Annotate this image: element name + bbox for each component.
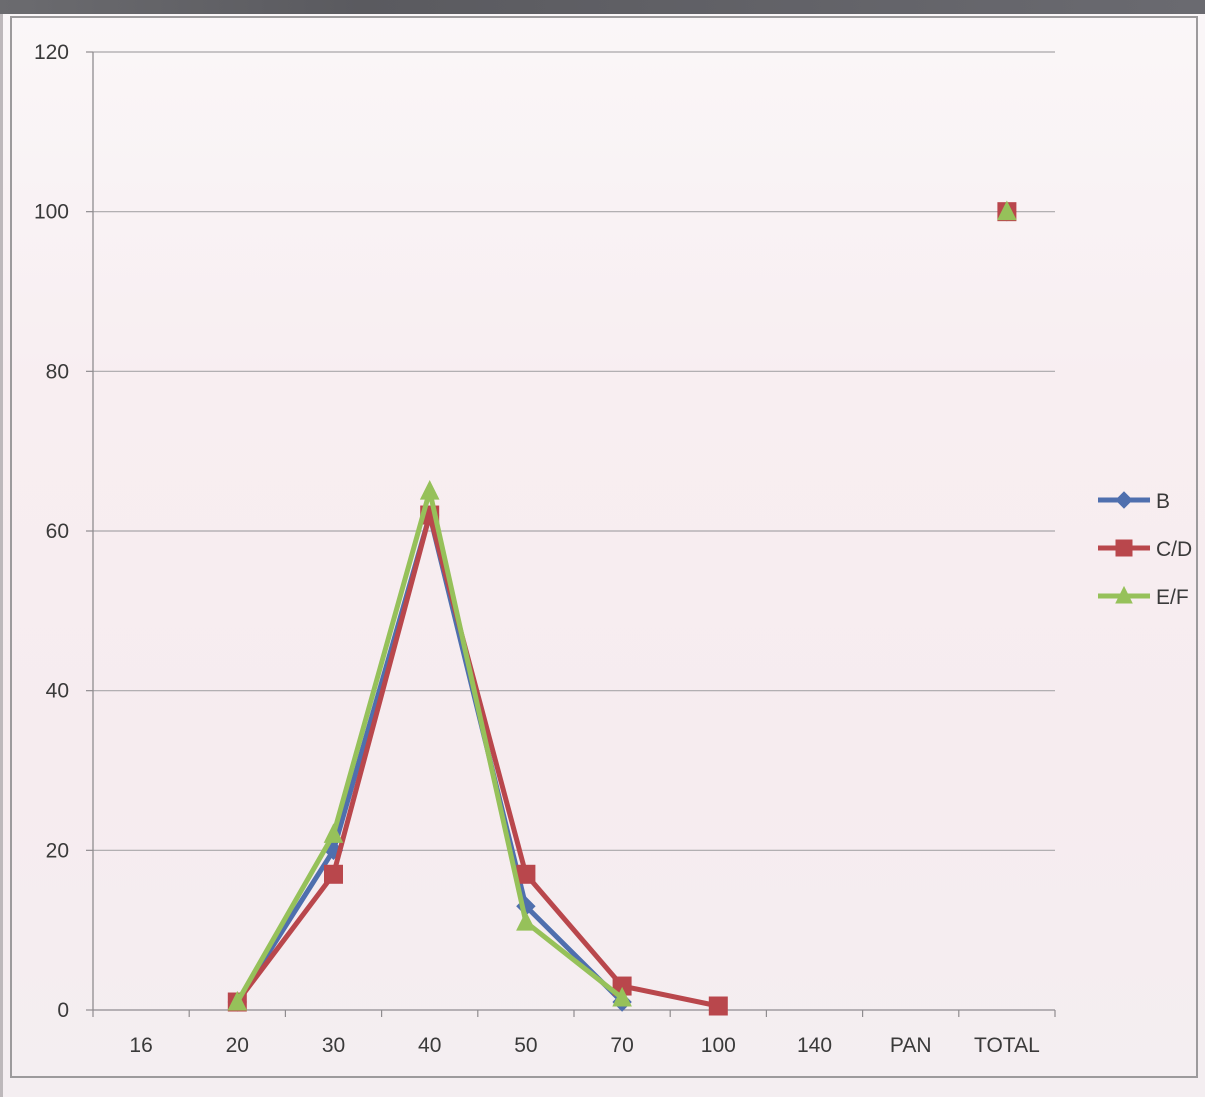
x-tick-label: 40 [418,1034,441,1057]
scan-top-edge [0,0,1205,14]
scan-left-edge [0,14,3,1097]
chart-frame [10,16,1198,1078]
legend-item: B [1098,490,1170,513]
x-axis-tick-labels: 16 20 30 40 50 70 100 140 PAN TOTAL [129,1034,1039,1057]
data-point [419,479,440,500]
legend-item: C/D [1098,538,1192,561]
data-point [324,864,343,884]
axes [86,51,1056,1017]
data-point [323,823,344,843]
y-tick-label: 80 [46,360,69,383]
x-tick-label: 20 [226,1034,249,1057]
y-tick-label: 100 [34,201,69,224]
legend-item: E/F [1098,585,1189,609]
legend-label: C/D [1156,538,1192,561]
legend-marker [1115,585,1133,604]
legend: B C/D E/F [1098,490,1192,609]
y-tick-label: 120 [34,41,69,64]
x-tick-label: 50 [514,1034,537,1057]
legend-label: E/F [1156,586,1189,609]
legend-marker [1115,539,1133,557]
y-tick-label: 20 [46,839,69,862]
x-tick-label: PAN [890,1034,932,1057]
y-tick-label: 40 [46,680,69,703]
x-tick-label: 100 [701,1034,736,1057]
x-tick-label: TOTAL [974,1034,1040,1057]
series-b [227,201,1017,1012]
y-tick-label: 0 [57,999,69,1022]
x-tick-label: 70 [610,1034,633,1057]
series-e-f [227,200,1017,1011]
x-tick-label: 30 [322,1034,345,1057]
data-point [227,990,248,1011]
gridlines [93,51,1055,851]
x-tick-label: 140 [797,1034,832,1057]
legend-marker [1115,491,1133,509]
series-c-d [227,202,1017,1016]
data-point [612,986,632,1007]
legend-label: B [1156,490,1170,513]
data-point [997,200,1017,221]
x-tick-label: 16 [129,1034,152,1057]
series-line [235,512,719,1009]
y-tick-label: 60 [46,520,69,543]
y-axis-tick-labels: 0 20 40 60 80 100 120 [34,41,69,1022]
data-point [516,911,536,931]
data-point [708,996,728,1016]
data-point [516,864,536,884]
plot-area [227,200,1017,1016]
